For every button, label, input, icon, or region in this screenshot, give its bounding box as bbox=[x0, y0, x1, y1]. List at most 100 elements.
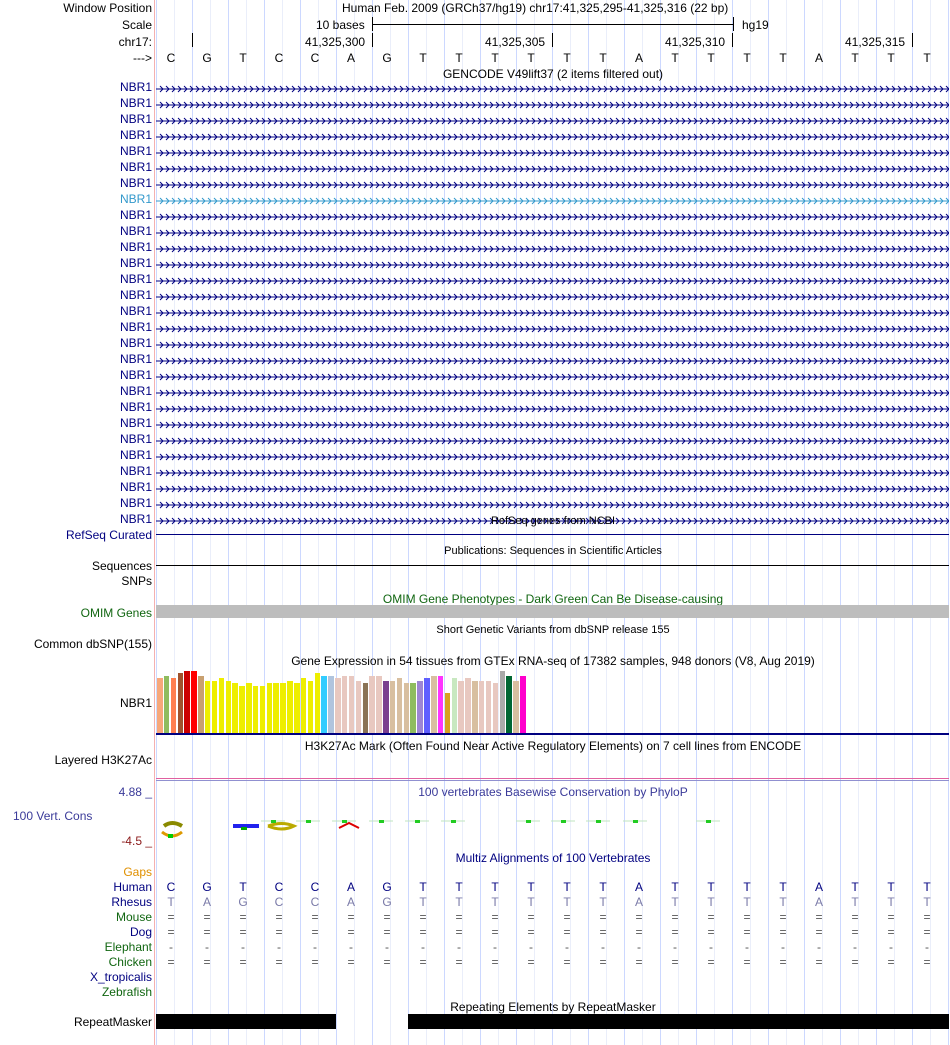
gencode-transcript[interactable] bbox=[156, 483, 950, 493]
repeatmasker-track-title[interactable]: Repeating Elements by RepeatMasker bbox=[450, 1000, 656, 1014]
multiz-species-zebrafish[interactable]: Zebrafish bbox=[101, 985, 152, 999]
gtex-tissue-bar[interactable] bbox=[314, 673, 320, 733]
publications-feature-line[interactable] bbox=[156, 565, 949, 566]
gencode-item-label[interactable]: NBR1 bbox=[119, 80, 152, 94]
gtex-tissue-bar[interactable] bbox=[211, 681, 218, 733]
gencode-transcript[interactable] bbox=[156, 387, 950, 397]
gencode-item-label[interactable]: NBR1 bbox=[119, 208, 152, 222]
repeatmasker-label[interactable]: RepeatMasker bbox=[73, 1015, 152, 1029]
gtex-tissue-bar[interactable] bbox=[355, 681, 362, 733]
phylop-track-title[interactable]: 100 vertebrates Basewise Conservation by… bbox=[418, 785, 688, 799]
gencode-transcript[interactable] bbox=[156, 467, 950, 477]
gencode-item-label[interactable]: NBR1 bbox=[119, 160, 152, 174]
gtex-tissue-bar[interactable] bbox=[403, 683, 410, 733]
refseq-feature-line[interactable] bbox=[156, 534, 949, 535]
gencode-transcript[interactable] bbox=[156, 115, 950, 125]
gtex-tissue-bar[interactable] bbox=[424, 678, 430, 733]
gtex-tissue-bar[interactable] bbox=[499, 671, 505, 733]
gtex-tissue-bar[interactable] bbox=[287, 681, 293, 733]
gtex-tissue-bar[interactable] bbox=[191, 671, 197, 733]
gencode-item-label[interactable]: NBR1 bbox=[119, 96, 152, 110]
gencode-transcript[interactable] bbox=[156, 403, 950, 413]
gtex-tissue-bar[interactable] bbox=[458, 681, 464, 733]
multiz-species-mouse[interactable]: Mouse bbox=[115, 910, 152, 924]
gencode-item-label[interactable]: NBR1 bbox=[119, 224, 152, 238]
gencode-item-label[interactable]: NBR1 bbox=[119, 272, 152, 286]
gtex-tissue-bar[interactable] bbox=[300, 678, 307, 733]
gtex-tissue-bar[interactable] bbox=[266, 683, 273, 733]
gencode-transcript[interactable] bbox=[156, 339, 950, 349]
gencode-item-label[interactable]: NBR1 bbox=[119, 288, 152, 302]
gencode-transcript[interactable] bbox=[156, 355, 950, 365]
gtex-tissue-bar[interactable] bbox=[472, 681, 478, 733]
refseq-track-title[interactable]: RefSeq genes from NCBI bbox=[490, 515, 616, 527]
omim-label[interactable]: OMIM Genes bbox=[80, 606, 152, 620]
multiz-species-dog[interactable]: Dog bbox=[129, 925, 152, 939]
gencode-transcript[interactable] bbox=[156, 163, 950, 173]
refseq-label[interactable]: RefSeq Curated bbox=[65, 528, 152, 542]
repeatmasker-element[interactable] bbox=[408, 1014, 949, 1029]
gtex-tissue-bar[interactable] bbox=[437, 676, 444, 733]
multiz-species-chicken[interactable]: Chicken bbox=[108, 955, 152, 969]
gtex-tissue-bar[interactable] bbox=[163, 676, 170, 733]
gencode-item-label[interactable]: NBR1 bbox=[119, 448, 152, 462]
gencode-transcript[interactable] bbox=[156, 323, 950, 333]
gtex-tissue-bar[interactable] bbox=[341, 676, 348, 733]
gtex-tissue-bar[interactable] bbox=[520, 676, 526, 733]
gencode-transcript[interactable] bbox=[156, 371, 950, 381]
gtex-tissue-bar[interactable] bbox=[198, 676, 204, 733]
gtex-tissue-bar[interactable] bbox=[417, 681, 423, 733]
gtex-tissue-bar[interactable] bbox=[328, 676, 334, 733]
multiz-track-title[interactable]: Multiz Alignments of 100 Vertebrates bbox=[455, 851, 651, 865]
gencode-item-label[interactable]: NBR1 bbox=[119, 432, 152, 446]
gtex-tissue-bar[interactable] bbox=[396, 678, 403, 733]
gtex-tissue-bar[interactable] bbox=[184, 671, 190, 733]
gtex-tissue-bar[interactable] bbox=[259, 686, 266, 733]
h3k27ac-track-title[interactable]: H3K27Ac Mark (Often Found Near Active Re… bbox=[304, 739, 802, 753]
gencode-transcript[interactable] bbox=[156, 291, 950, 301]
gtex-tissue-bar[interactable] bbox=[204, 681, 211, 733]
gencode-item-label[interactable]: NBR1 bbox=[119, 416, 152, 430]
gencode-transcript[interactable] bbox=[156, 307, 950, 317]
omim-feature[interactable] bbox=[156, 605, 949, 618]
gtex-tissue-bar[interactable] bbox=[389, 681, 396, 733]
gencode-transcript[interactable] bbox=[156, 131, 950, 141]
gencode-item-label[interactable]: NBR1 bbox=[119, 320, 152, 334]
gtex-tissue-bar[interactable] bbox=[321, 676, 327, 733]
gencode-transcript[interactable] bbox=[156, 147, 950, 157]
phylop-label[interactable]: 100 Vert. Cons bbox=[13, 809, 93, 823]
gtex-tissue-bar[interactable] bbox=[451, 678, 458, 733]
omim-track-title[interactable]: OMIM Gene Phenotypes - Dark Green Can Be… bbox=[382, 592, 724, 606]
gencode-item-label[interactable]: NBR1 bbox=[119, 368, 152, 382]
gtex-tissue-bar[interactable] bbox=[239, 686, 245, 733]
gencode-item-label[interactable]: NBR1 bbox=[119, 464, 152, 478]
gencode-item-label[interactable]: NBR1 bbox=[119, 112, 152, 126]
gencode-transcript[interactable] bbox=[156, 211, 950, 221]
h3k27ac-label[interactable]: Layered H3K27Ac bbox=[54, 753, 152, 767]
gtex-tissue-bar[interactable] bbox=[246, 683, 252, 733]
multiz-species-rhesus[interactable]: Rhesus bbox=[111, 895, 152, 909]
gtex-tissue-bar[interactable] bbox=[232, 683, 238, 733]
multiz-species-elephant[interactable]: Elephant bbox=[104, 940, 152, 954]
gencode-item-label[interactable]: NBR1 bbox=[119, 240, 152, 254]
gencode-item-label[interactable]: NBR1 bbox=[119, 128, 152, 142]
gtex-tissue-bar[interactable] bbox=[478, 681, 485, 733]
gtex-tissue-bar[interactable] bbox=[348, 676, 355, 733]
gtex-tissue-bar[interactable] bbox=[218, 678, 225, 733]
gtex-tissue-bar[interactable] bbox=[492, 683, 499, 733]
gencode-item-label[interactable]: NBR1 bbox=[119, 400, 152, 414]
gencode-item-label[interactable]: NBR1 bbox=[119, 512, 152, 526]
gencode-item-label[interactable]: NBR1 bbox=[119, 352, 152, 366]
gtex-tissue-bar[interactable] bbox=[294, 683, 300, 733]
gtex-tissue-bar[interactable] bbox=[506, 676, 512, 733]
publications-track-title[interactable]: Publications: Sequences in Scientific Ar… bbox=[444, 545, 662, 557]
gtex-tissue-bar[interactable] bbox=[485, 681, 492, 733]
gtex-tissue-bar[interactable] bbox=[444, 693, 451, 733]
gtex-tissue-bar[interactable] bbox=[431, 676, 437, 733]
gencode-transcript[interactable] bbox=[156, 275, 950, 285]
gencode-transcript[interactable] bbox=[156, 195, 950, 205]
gencode-item-label[interactable]: NBR1 bbox=[119, 144, 152, 158]
gtex-tissue-bar[interactable] bbox=[177, 673, 184, 733]
gencode-transcript[interactable] bbox=[156, 259, 950, 269]
gencode-item-label[interactable]: NBR1 bbox=[119, 496, 152, 510]
